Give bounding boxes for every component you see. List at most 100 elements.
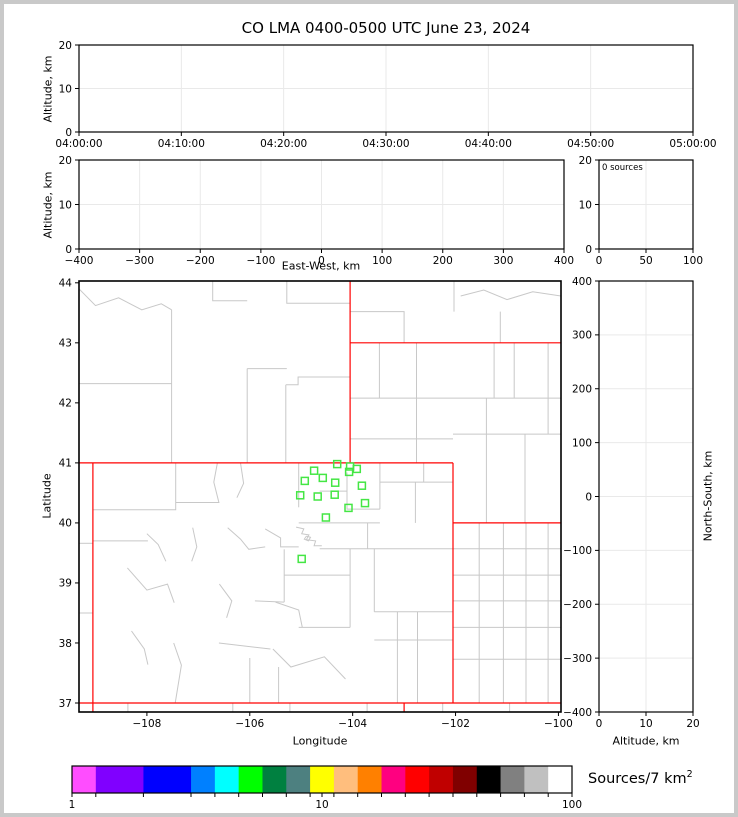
colorbar-segment bbox=[548, 766, 573, 793]
y-tick-label: 0 bbox=[65, 127, 72, 139]
source-count-annotation: 0 sources bbox=[602, 163, 643, 173]
x-tick-label: 50 bbox=[639, 255, 652, 267]
y-tick-label: 10 bbox=[579, 199, 592, 211]
county-line bbox=[191, 527, 198, 562]
colorbar-segment bbox=[524, 766, 549, 793]
x-tick-label: 300 bbox=[493, 255, 513, 267]
lightning-source-marker bbox=[321, 513, 331, 522]
x-tick-label: −300 bbox=[125, 255, 154, 267]
x-tick-label: 100 bbox=[372, 255, 392, 267]
colorbar-segment bbox=[143, 766, 192, 793]
lightning-source-marker bbox=[332, 459, 342, 469]
colorbar-segment bbox=[262, 766, 287, 793]
colorbar-segment bbox=[452, 766, 478, 793]
x-tick-label: −100 bbox=[544, 718, 573, 730]
lightning-source-marker bbox=[295, 491, 305, 500]
colorbar-segment bbox=[191, 766, 216, 793]
lightning-source-marker bbox=[344, 467, 354, 477]
colorbar-tick-label: 10 bbox=[315, 799, 328, 811]
y-tick-label: 10 bbox=[59, 83, 72, 95]
lightning-source-marker bbox=[300, 476, 310, 486]
x-tick-label: −400 bbox=[65, 255, 94, 267]
lightning-source-marker bbox=[297, 554, 306, 564]
colorbar-segment bbox=[429, 766, 454, 793]
colorbar-segment bbox=[286, 766, 311, 793]
x-tick-label: 0 bbox=[596, 255, 603, 267]
x-tick-label: −100 bbox=[246, 255, 275, 267]
x-tick-label: −200 bbox=[186, 255, 215, 267]
county-line bbox=[212, 281, 248, 302]
x-tick-label: 04:10:00 bbox=[158, 138, 205, 150]
county-line bbox=[295, 526, 322, 547]
colorbar-segment bbox=[214, 766, 240, 793]
map-border bbox=[78, 280, 562, 713]
map-ylabel: Latitude bbox=[40, 473, 54, 519]
y-tick-label: 0 bbox=[585, 244, 592, 256]
y-tick-label: 41 bbox=[59, 458, 72, 470]
county-line bbox=[79, 288, 172, 311]
map-layers bbox=[79, 281, 561, 712]
x-tick-label: 04:50:00 bbox=[567, 138, 614, 150]
colorbar-segment bbox=[405, 766, 430, 793]
colorbar-segment bbox=[238, 766, 263, 793]
colorbar-tick-label: 1 bbox=[69, 799, 76, 811]
plot-canvas: 04:00:00 04:10:00 04:20:00 04:30:00 04:40:00… bbox=[55, 40, 716, 811]
lightning-source-marker bbox=[344, 503, 353, 513]
y-tick-label: 38 bbox=[59, 638, 72, 650]
y-tick-label: −200 bbox=[563, 599, 592, 611]
colorbar-label: Sources/7 km2 bbox=[588, 769, 693, 787]
y-tick-label: 40 bbox=[59, 518, 72, 530]
colorbar-segment bbox=[333, 766, 359, 793]
y-tick-label: 200 bbox=[572, 384, 592, 396]
lightning-source-marker bbox=[313, 492, 322, 501]
lightning-source-marker bbox=[330, 478, 340, 487]
county-line bbox=[146, 533, 167, 562]
y-tick-label: 100 bbox=[572, 437, 592, 449]
colorbar-segment bbox=[95, 766, 144, 793]
county-line bbox=[286, 281, 351, 304]
county-line bbox=[254, 600, 285, 603]
lightning-source-marker bbox=[357, 481, 367, 490]
x-tick-label: 20 bbox=[686, 718, 699, 730]
y-tick-label: −100 bbox=[563, 545, 592, 557]
y-tick-label: 43 bbox=[59, 338, 72, 350]
x-tick-label: 0 bbox=[596, 718, 603, 730]
y-tick-label: 10 bbox=[59, 199, 72, 211]
figure-title: CO LMA 0400-0500 UTC June 23, 2024 bbox=[241, 19, 531, 37]
x-tick-label: −106 bbox=[235, 718, 264, 730]
county-line bbox=[131, 630, 149, 665]
colorbar-label-sup: 2 bbox=[686, 769, 693, 781]
y-tick-label: 39 bbox=[59, 578, 72, 590]
ew-panel-ylabel: Altitude, km bbox=[41, 170, 55, 239]
ns-panel-xlabel: Altitude, km bbox=[612, 734, 680, 748]
x-tick-label: 05:00:00 bbox=[669, 138, 716, 150]
y-tick-label: 0 bbox=[585, 491, 592, 503]
colorbar-segment bbox=[381, 766, 406, 793]
x-tick-label: 100 bbox=[683, 255, 703, 267]
county-line bbox=[303, 535, 312, 542]
colorbar-tick-label: 100 bbox=[562, 799, 582, 811]
x-tick-label: 400 bbox=[554, 255, 574, 267]
colorbar-segment bbox=[357, 766, 382, 793]
y-tick-label: 20 bbox=[579, 155, 592, 167]
county-line bbox=[218, 642, 271, 650]
x-tick-label: 04:00:00 bbox=[55, 138, 102, 150]
x-tick-label: −102 bbox=[441, 718, 470, 730]
colorbar-label-text: Sources/7 km bbox=[588, 771, 687, 788]
x-tick-label: −108 bbox=[132, 718, 161, 730]
colorbar-segment bbox=[476, 766, 501, 793]
x-tick-label: 200 bbox=[433, 255, 453, 267]
county-line bbox=[92, 462, 177, 511]
county-line bbox=[175, 462, 220, 503]
lightning-source-marker bbox=[309, 466, 319, 475]
y-tick-label: 0 bbox=[65, 244, 72, 256]
county-line bbox=[127, 567, 175, 603]
x-tick-label: 04:20:00 bbox=[260, 138, 307, 150]
colorbar-segment bbox=[72, 766, 97, 793]
county-line bbox=[285, 376, 351, 386]
ns-panel-ylabel: North-South, km bbox=[701, 450, 715, 542]
lightning-source-marker bbox=[360, 498, 370, 508]
y-tick-label: 44 bbox=[59, 278, 73, 290]
y-tick-label: −400 bbox=[563, 707, 592, 719]
